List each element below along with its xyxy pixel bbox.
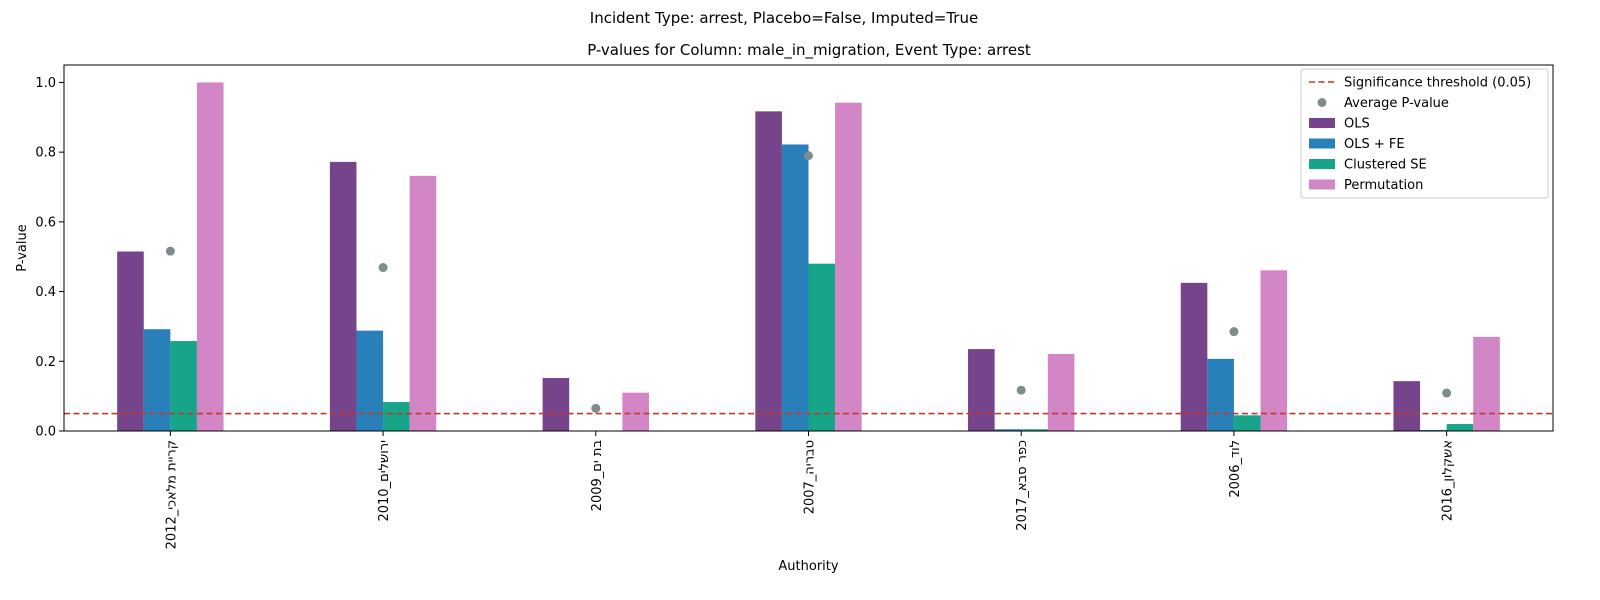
y-tick-label: 0.6: [35, 215, 56, 230]
figure-suptitle: Incident Type: arrest, Placebo=False, Im…: [590, 9, 978, 27]
legend-label: OLS + FE: [1344, 137, 1405, 152]
bar-ols-fe: [1207, 358, 1234, 431]
x-tick-label: אשקלון_2016: [1441, 440, 1456, 521]
bar-ols-fe: [781, 144, 809, 431]
bar-ols-fe: [143, 329, 171, 431]
axes-frame: [63, 64, 1554, 432]
bar-permutation: [196, 82, 224, 431]
average-point: [804, 151, 813, 161]
legend-box: [1300, 68, 1549, 199]
bar-clustered-se: [1446, 424, 1474, 431]
bar-permutation: [622, 392, 649, 431]
average-point: [1229, 327, 1239, 337]
x-tick-label: ירושלים_2010: [377, 440, 392, 522]
bar-clustered-se: [808, 263, 836, 431]
legend: Significance threshold (0.05) Average P-v…: [1300, 68, 1549, 199]
x-tick-label: כפר סבא_2017: [1015, 440, 1030, 531]
bar-ols: [755, 111, 782, 432]
bar-clustered-se: [1233, 415, 1261, 431]
bar-ols: [542, 378, 570, 431]
chart-title: P-values for Column: male_in_migration, …: [587, 41, 1031, 60]
bar-ols: [117, 251, 144, 431]
bar-permutation: [835, 102, 862, 431]
legend-label: Average P-value: [1344, 96, 1449, 111]
bar-ols-fe: [356, 330, 384, 431]
plot-area: 0.0 0.2 0.4 0.6 0.8 1.0 קריית מלאכי_2012 ירושלי…: [35, 76, 1553, 549]
average-point: [1442, 388, 1452, 398]
legend-swatch: [1309, 179, 1335, 190]
bar-permutation: [409, 175, 437, 431]
bar-ols: [1180, 282, 1208, 431]
bar-clustered-se: [170, 341, 197, 431]
bar-clustered-se: [1021, 429, 1048, 431]
bar-permutation: [1473, 336, 1500, 431]
y-tick-label: 1.0: [35, 76, 56, 91]
y-axis-label: P-value: [15, 224, 30, 271]
x-tick-label: לוד_2006: [1228, 440, 1243, 498]
legend-swatch: [1309, 118, 1335, 128]
bar-ols: [329, 161, 357, 431]
legend-average-swatch: [1317, 98, 1327, 107]
bar-clustered-se: [383, 402, 410, 431]
y-tick-label: 0.4: [35, 285, 56, 300]
legend-swatch: [1309, 138, 1335, 149]
average-point: [1016, 385, 1026, 395]
x-tick-label: בת ים_2009: [590, 440, 605, 511]
average-point: [591, 403, 601, 413]
bar-permutation: [1047, 353, 1075, 431]
x-axis-label: Authority: [778, 559, 838, 574]
bar-ols: [968, 349, 995, 431]
y-tick-label: 0.2: [35, 355, 56, 370]
legend-label: OLS: [1344, 117, 1370, 132]
y-tick-label: 0.0: [35, 425, 56, 440]
x-tick-label: טבריה_2007: [803, 440, 818, 514]
y-tick-label: 0.8: [35, 146, 56, 161]
bar-ols: [1393, 381, 1421, 431]
legend-label: Permutation: [1344, 178, 1423, 193]
bar-ols-fe: [1420, 429, 1447, 431]
bar-permutation: [1260, 270, 1288, 431]
x-tick-label: קריית מלאכי_2012: [164, 440, 179, 549]
legend-label: Clustered SE: [1344, 158, 1427, 173]
legend-swatch: [1309, 159, 1335, 169]
average-point: [165, 246, 175, 256]
legend-label: Significance threshold (0.05): [1344, 76, 1531, 91]
bar-ols-fe: [994, 429, 1022, 431]
average-point: [378, 263, 388, 273]
